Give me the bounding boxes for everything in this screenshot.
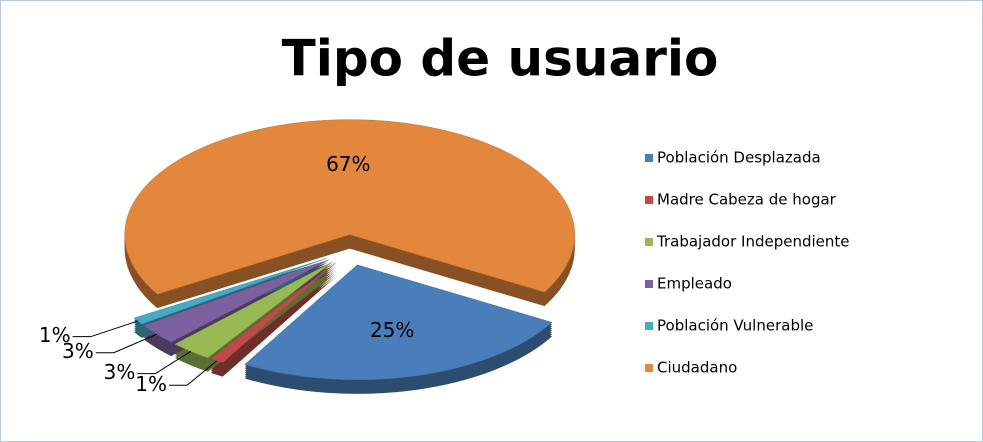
- legend-swatch: [645, 280, 653, 288]
- leader-line: [72, 320, 138, 338]
- slice: [210, 262, 336, 363]
- slice: [124, 119, 575, 295]
- data-label: 1%: [39, 323, 71, 347]
- data-label: 1%: [135, 372, 167, 396]
- legend-swatch: [645, 196, 653, 204]
- legend-label: Empleado: [657, 275, 732, 293]
- pie-tops: [124, 119, 575, 381]
- leader-line: [169, 360, 217, 386]
- data-label: 25%: [370, 318, 414, 342]
- legend-swatch: [645, 364, 653, 372]
- data-label: 3%: [62, 339, 94, 363]
- chart-title: Tipo de usuario: [282, 30, 719, 88]
- legend-label: Población Vulnerable: [657, 317, 813, 335]
- leader-line: [137, 350, 192, 375]
- legend-label: Trabajador Independiente: [656, 233, 850, 251]
- legend-label: Madre Cabeza de hogar: [657, 191, 837, 209]
- legend-swatch: [645, 154, 653, 162]
- leader-line: [95, 333, 157, 354]
- legend-label: Población Desplazada: [657, 149, 821, 167]
- legend-label: Ciudadano: [657, 359, 737, 377]
- data-label: 3%: [104, 360, 136, 384]
- data-label: 67%: [326, 152, 370, 176]
- slice: [174, 261, 333, 359]
- legend-swatch: [645, 322, 653, 330]
- legend-swatch: [645, 238, 653, 246]
- slice: [244, 264, 553, 381]
